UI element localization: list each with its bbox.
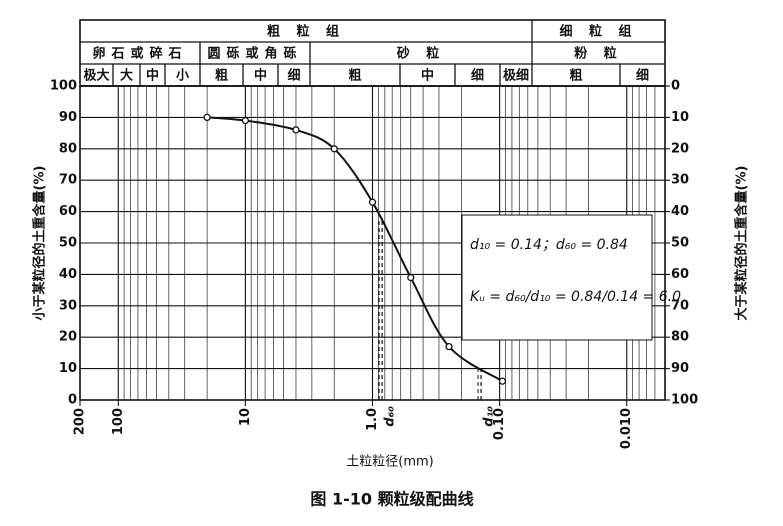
y2-tick-label: 80 xyxy=(671,330,689,345)
data-point xyxy=(368,198,377,206)
header-cell: 极大 xyxy=(83,68,109,84)
curve xyxy=(207,116,503,383)
header-cell: 细 粒 组 xyxy=(559,24,637,40)
header-cell: 中 xyxy=(146,68,159,84)
y-tick-label: 0 xyxy=(68,393,77,408)
y2-tick-label: 60 xyxy=(671,267,689,282)
y2-tick-label: 40 xyxy=(671,204,689,219)
plot-frame xyxy=(79,85,666,401)
y2-axis-title: 大于某粒径的土重含量(%) xyxy=(734,166,750,321)
header-cell: 小 xyxy=(176,69,189,84)
x-tick-label: 1.0 xyxy=(365,408,380,431)
y2-tick-label: 50 xyxy=(671,236,689,251)
y2-tick-label: 100 xyxy=(671,393,698,408)
y-tick-label: 20 xyxy=(59,330,77,345)
y-tick-label: 90 xyxy=(59,110,77,125)
header-cell: 中 xyxy=(254,68,267,84)
data-point xyxy=(330,145,338,153)
header-cell: 砂 粒 xyxy=(396,46,446,62)
header-cell: 细 xyxy=(636,68,649,84)
y-tick-label: 50 xyxy=(59,236,77,251)
x-tick-label: 200 xyxy=(73,408,88,435)
y-tick-label: 100 xyxy=(50,79,77,94)
header-cell: 粗 xyxy=(348,68,361,84)
marker-label: d₁₀ xyxy=(482,406,497,427)
x-tick-label: 100 xyxy=(111,408,126,435)
x-axis-title: 土粒粒径(mm) xyxy=(346,455,433,470)
y-tick-label: 30 xyxy=(59,298,77,313)
data-point xyxy=(407,273,415,282)
y-tick-label: 40 xyxy=(59,267,77,282)
header-cell: 细 xyxy=(287,68,300,84)
header-cell: 中 xyxy=(421,68,434,84)
y2-tick-label: 90 xyxy=(671,361,689,376)
data-point xyxy=(498,377,507,385)
x-tick-label: 0.010 xyxy=(619,408,634,449)
header-cell: 极细 xyxy=(503,68,529,84)
y-tick-label: 70 xyxy=(59,173,77,188)
header-cell: 粗 xyxy=(569,68,582,84)
annotation-box xyxy=(461,214,653,341)
y-tick-label: 60 xyxy=(59,204,77,219)
header-cell: 卵石或碎石 xyxy=(92,46,187,62)
y-axis-title: 小于某粒径的土重含量(%) xyxy=(32,166,48,321)
header-cell: 粗 xyxy=(215,68,228,84)
marker-label: d₆₀ xyxy=(383,406,398,427)
y2-tick-label: 10 xyxy=(671,110,689,125)
header-cell: 粉 粒 xyxy=(574,46,623,62)
y-tick-label: 80 xyxy=(59,141,77,156)
data-point xyxy=(241,116,250,125)
annotation: Kᵤ = d₆₀/d₁₀ = 0.84/0.14 = 6.0 xyxy=(470,289,681,305)
header-cell: 细 xyxy=(471,68,484,84)
annotation: d₁₀ = 0.14；d₆₀ = 0.84 xyxy=(470,237,628,253)
header-cell: 大 xyxy=(120,68,133,84)
y2-tick-label: 30 xyxy=(671,173,689,188)
y2-tick-label: 20 xyxy=(671,141,689,156)
data-point xyxy=(292,126,300,134)
chart-title: 图 1-10 颗粒级配曲线 xyxy=(310,490,473,509)
y-tick-label: 10 xyxy=(59,361,77,376)
data-point xyxy=(203,113,211,122)
x-tick-label: 10 xyxy=(238,408,253,426)
data-point xyxy=(445,342,453,351)
y2-tick-label: 0 xyxy=(671,79,680,94)
x-tick-label: 0.10 xyxy=(492,408,507,440)
header-cell: 圆砾或角砾 xyxy=(207,46,302,62)
header-cell: 粗 粒 组 xyxy=(267,24,345,40)
y2-tick-label: 70 xyxy=(671,298,689,313)
